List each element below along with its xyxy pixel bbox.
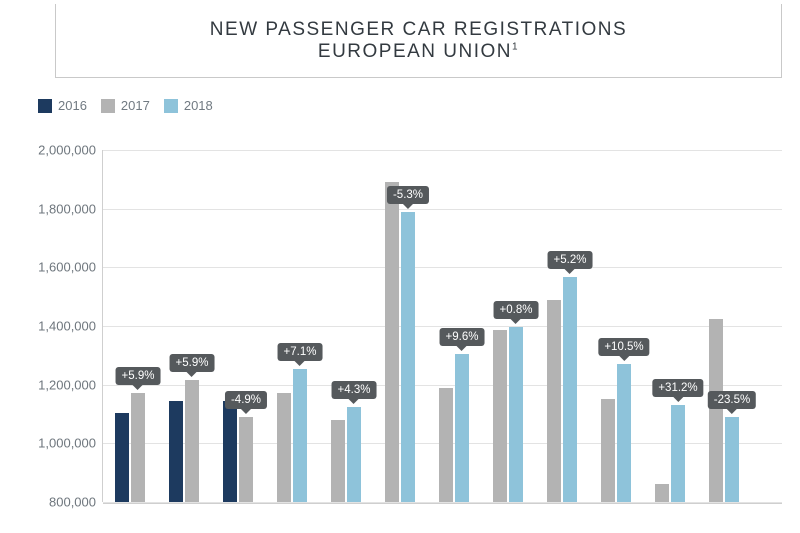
percent-change-label: +4.3% [332, 381, 377, 399]
chart-container: NEW PASSENGER CAR REGISTRATIONS EUROPEAN… [0, 0, 800, 533]
bar [131, 393, 145, 502]
y-axis-label: 2,000,000 [38, 143, 96, 158]
percent-change-label: +7.1% [278, 343, 323, 361]
legend-swatch [101, 99, 115, 113]
bar [601, 399, 615, 502]
bar [725, 417, 739, 502]
bar [223, 401, 237, 502]
legend-swatch [164, 99, 178, 113]
plot-area: +5.9% +5.9% -4.9% +7.1% +4.3% -5.3% +9.6% +0.8%… [102, 150, 782, 502]
legend: 2016 2017 2018 [38, 98, 213, 113]
y-axis-label: 1,000,000 [38, 436, 96, 451]
percent-change-label: +0.8% [494, 301, 539, 319]
bar [331, 420, 345, 502]
y-axis-label: 1,200,000 [38, 377, 96, 392]
bar [617, 364, 631, 502]
grid-line [103, 326, 782, 327]
percent-change-label: -4.9% [225, 391, 267, 409]
percent-change-label: +10.5% [598, 338, 649, 356]
legend-label: 2017 [121, 98, 150, 113]
title-line-1: NEW PASSENGER CAR REGISTRATIONS [210, 19, 627, 41]
percent-change-label: -5.3% [387, 186, 429, 204]
bar [563, 277, 577, 502]
bar [547, 300, 561, 502]
percent-change-label: +5.2% [548, 251, 593, 269]
bar [439, 388, 453, 502]
percent-change-label: +31.2% [652, 379, 703, 397]
bar [455, 354, 469, 502]
bar [277, 393, 291, 502]
legend-swatch [38, 99, 52, 113]
legend-item: 2016 [38, 98, 87, 113]
bar [671, 405, 685, 502]
bar [385, 182, 399, 502]
bar [293, 369, 307, 502]
chart-area: +5.9% +5.9% -4.9% +7.1% +4.3% -5.3% +9.6% +0.8%… [0, 130, 800, 533]
x-axis-line [103, 503, 782, 504]
bar [239, 417, 253, 502]
y-axis-label: 800,000 [49, 495, 96, 510]
y-axis-label: 1,400,000 [38, 319, 96, 334]
grid-line [103, 267, 782, 268]
bar [509, 327, 523, 502]
grid-line [103, 150, 782, 151]
bar [655, 484, 669, 502]
grid-line [103, 209, 782, 210]
percent-change-label: -23.5% [708, 391, 756, 409]
bar [493, 330, 507, 502]
title-superscript: 1 [512, 41, 519, 52]
bar [401, 212, 415, 502]
bar [169, 401, 183, 502]
legend-label: 2018 [184, 98, 213, 113]
percent-change-label: +9.6% [440, 328, 485, 346]
bar [115, 413, 129, 502]
y-axis-label: 1,800,000 [38, 201, 96, 216]
bar [347, 407, 361, 502]
legend-item: 2018 [164, 98, 213, 113]
legend-item: 2017 [101, 98, 150, 113]
grid-line [103, 502, 782, 503]
percent-change-label: +5.9% [116, 367, 161, 385]
y-axis-label: 1,600,000 [38, 260, 96, 275]
title-line-2-text: EUROPEAN UNION [318, 41, 512, 62]
title-line-2: EUROPEAN UNION1 [318, 41, 519, 63]
title-frame: NEW PASSENGER CAR REGISTRATIONS EUROPEAN… [55, 4, 782, 78]
bar [709, 319, 723, 502]
percent-change-label: +5.9% [170, 354, 215, 372]
bar [185, 380, 199, 502]
legend-label: 2016 [58, 98, 87, 113]
